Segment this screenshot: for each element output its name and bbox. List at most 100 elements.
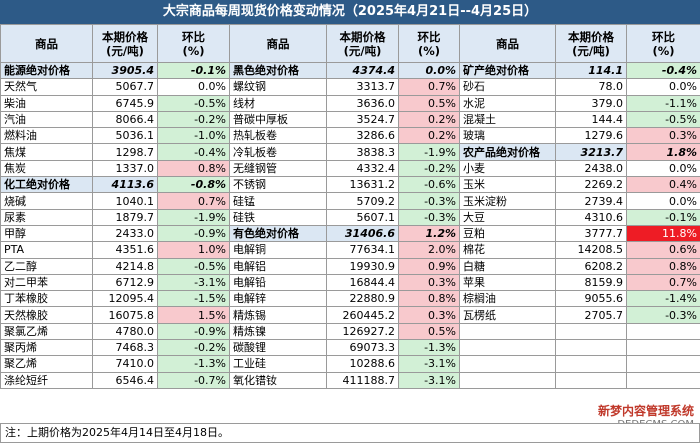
commodity-name: 玉米 [459, 176, 556, 194]
change-cell: 0.8% [157, 159, 230, 178]
change-cell: -1.3% [157, 355, 230, 373]
price-cell: 2269.2 [555, 176, 627, 194]
commodity-name: 涤纶短纤 [0, 371, 93, 389]
change-cell: 0.3% [398, 306, 460, 324]
change-cell: -1.1% [626, 94, 700, 112]
price-cell: 5709.2 [326, 192, 399, 210]
commodity-name: 线材 [229, 94, 327, 112]
header-change-2: 环比 (%) [398, 24, 460, 63]
commodity-name: 不锈钢 [229, 176, 327, 194]
price-cell: 5607.1 [326, 208, 399, 226]
commodity-name: 碳酸锂 [229, 339, 327, 357]
price-cell: 4214.8 [92, 257, 158, 275]
price-cell: 114.1 [555, 61, 627, 80]
change-cell: 0.5% [398, 94, 460, 112]
change-cell: 0.9% [398, 257, 460, 275]
change-cell: -3.1% [398, 355, 460, 373]
header-row: 商品 本期价格 (元/吨) 环比 (%) 商品 本期价格 (元/吨) 环比 (%… [0, 24, 700, 63]
commodity-name: 农产品绝对价格 [459, 143, 556, 161]
change-cell: -0.5% [157, 257, 230, 275]
table-row: 天然橡胶 16075.8 1.5% 精炼锡 260445.2 0.3% 瓦楞纸 2705.7-… [0, 306, 700, 324]
table-row: 烧碱 1040.1 0.7% 硅锰 5709.2 -0.3% 玉米淀粉 2739.4 0.0% [0, 192, 700, 210]
commodity-name: 豆粕 [459, 224, 556, 243]
change-cell: -1.5% [157, 290, 230, 308]
change-cell: -0.8% [157, 176, 230, 194]
commodity-name: 聚丙烯 [0, 339, 93, 357]
footnote: 注：上期价格为2025年4月14日至4月18日。 [0, 423, 700, 443]
price-cell: 7468.3 [92, 339, 158, 357]
change-cell: -1.4% [626, 290, 700, 308]
change-cell: -0.2% [157, 339, 230, 357]
change-cell: 1.5% [157, 306, 230, 324]
price-cell: 3777.7 [555, 224, 627, 243]
header-item-1: 商品 [0, 24, 93, 63]
commodity-name: 乙二醇 [0, 257, 93, 275]
change-cell: -0.9% [157, 322, 230, 341]
commodity-name: 甲醇 [0, 224, 93, 243]
commodity-name: 精炼镍 [229, 322, 327, 341]
commodity-name: 水泥 [459, 94, 556, 112]
price-table: 商品 本期价格 (元/吨) 环比 (%) 商品 本期价格 (元/吨) 环比 (%… [0, 24, 700, 389]
commodity-name: 无缝钢管 [229, 159, 327, 178]
change-cell [626, 355, 700, 373]
change-cell: -0.3% [398, 192, 460, 210]
commodity-name: 聚乙烯 [0, 355, 93, 373]
commodity-name: 精炼锡 [229, 306, 327, 324]
price-cell [555, 339, 627, 357]
change-cell: 0.8% [626, 257, 700, 275]
price-cell: 9055.6 [555, 290, 627, 308]
price-cell: 78.0 [555, 78, 627, 96]
price-cell: 19930.9 [326, 257, 399, 275]
table-row: 聚氯乙烯 4780.0 -0.9% 精炼镍 126927.2 0.5% [0, 322, 700, 341]
change-cell: 0.2% [398, 110, 460, 129]
change-cell: 0.8% [398, 290, 460, 308]
commodity-name: 电解锌 [229, 290, 327, 308]
change-cell: -1.3% [398, 339, 460, 357]
table-row: 能源绝对价格 3905.4 -0.1% 黑色绝对价格 4374.4 0.0% 矿产绝对价格 1… [0, 61, 700, 80]
commodity-name: 螺纹钢 [229, 78, 327, 96]
price-cell: 13631.2 [326, 176, 399, 194]
change-cell: -0.9% [157, 224, 230, 243]
change-cell: -0.7% [157, 371, 230, 389]
commodity-name: 能源绝对价格 [0, 61, 93, 80]
price-cell: 2739.4 [555, 192, 627, 210]
price-cell: 22880.9 [326, 290, 399, 308]
change-cell [626, 339, 700, 357]
price-cell: 6745.9 [92, 94, 158, 112]
change-cell: 0.7% [626, 273, 700, 292]
header-price-text-3: 本期价格 (元/吨) [568, 29, 614, 58]
table-row: 聚丙烯 7468.3 -0.2% 碳酸锂 69073.3 -1.3% [0, 339, 700, 357]
change-cell: 0.0% [626, 192, 700, 210]
table-row: 尿素 1879.7 -1.9% 硅铁 5607.1 -0.3% 大豆 4310.6 -0.1% [0, 208, 700, 226]
change-cell: -3.1% [398, 371, 460, 389]
commodity-name: 黑色绝对价格 [229, 61, 327, 80]
table-row: 燃料油 5036.1 -1.0% 热轧板卷 3286.6 0.2% 玻璃 1279.6 0.3% [0, 127, 700, 145]
commodity-name: 冷轧板卷 [229, 143, 327, 161]
change-cell: 0.0% [626, 159, 700, 178]
commodity-name: 聚氯乙烯 [0, 322, 93, 341]
change-cell: -0.5% [626, 110, 700, 129]
change-cell: -0.6% [398, 176, 460, 194]
price-cell [555, 355, 627, 373]
change-cell: -0.1% [626, 208, 700, 226]
commodity-name [459, 339, 556, 357]
commodity-name: 玻璃 [459, 127, 556, 145]
price-cell: 4374.4 [326, 61, 399, 80]
change-cell: 1.2% [398, 224, 460, 243]
price-cell: 6208.2 [555, 257, 627, 275]
change-cell: 0.7% [157, 192, 230, 210]
price-cell: 260445.2 [326, 306, 399, 324]
price-cell: 3313.7 [326, 78, 399, 96]
commodity-name: PTA [0, 241, 93, 259]
commodity-name: 焦炭 [0, 159, 93, 178]
commodity-name: 瓦楞纸 [459, 306, 556, 324]
commodity-name [459, 371, 556, 389]
price-cell: 379.0 [555, 94, 627, 112]
price-cell: 3213.7 [555, 143, 627, 161]
change-cell: 0.6% [626, 241, 700, 259]
change-cell: 0.4% [626, 176, 700, 194]
change-cell: -0.5% [157, 94, 230, 112]
price-cell: 1298.7 [92, 143, 158, 161]
change-cell: 1.8% [626, 143, 700, 161]
price-cell: 1337.0 [92, 159, 158, 178]
